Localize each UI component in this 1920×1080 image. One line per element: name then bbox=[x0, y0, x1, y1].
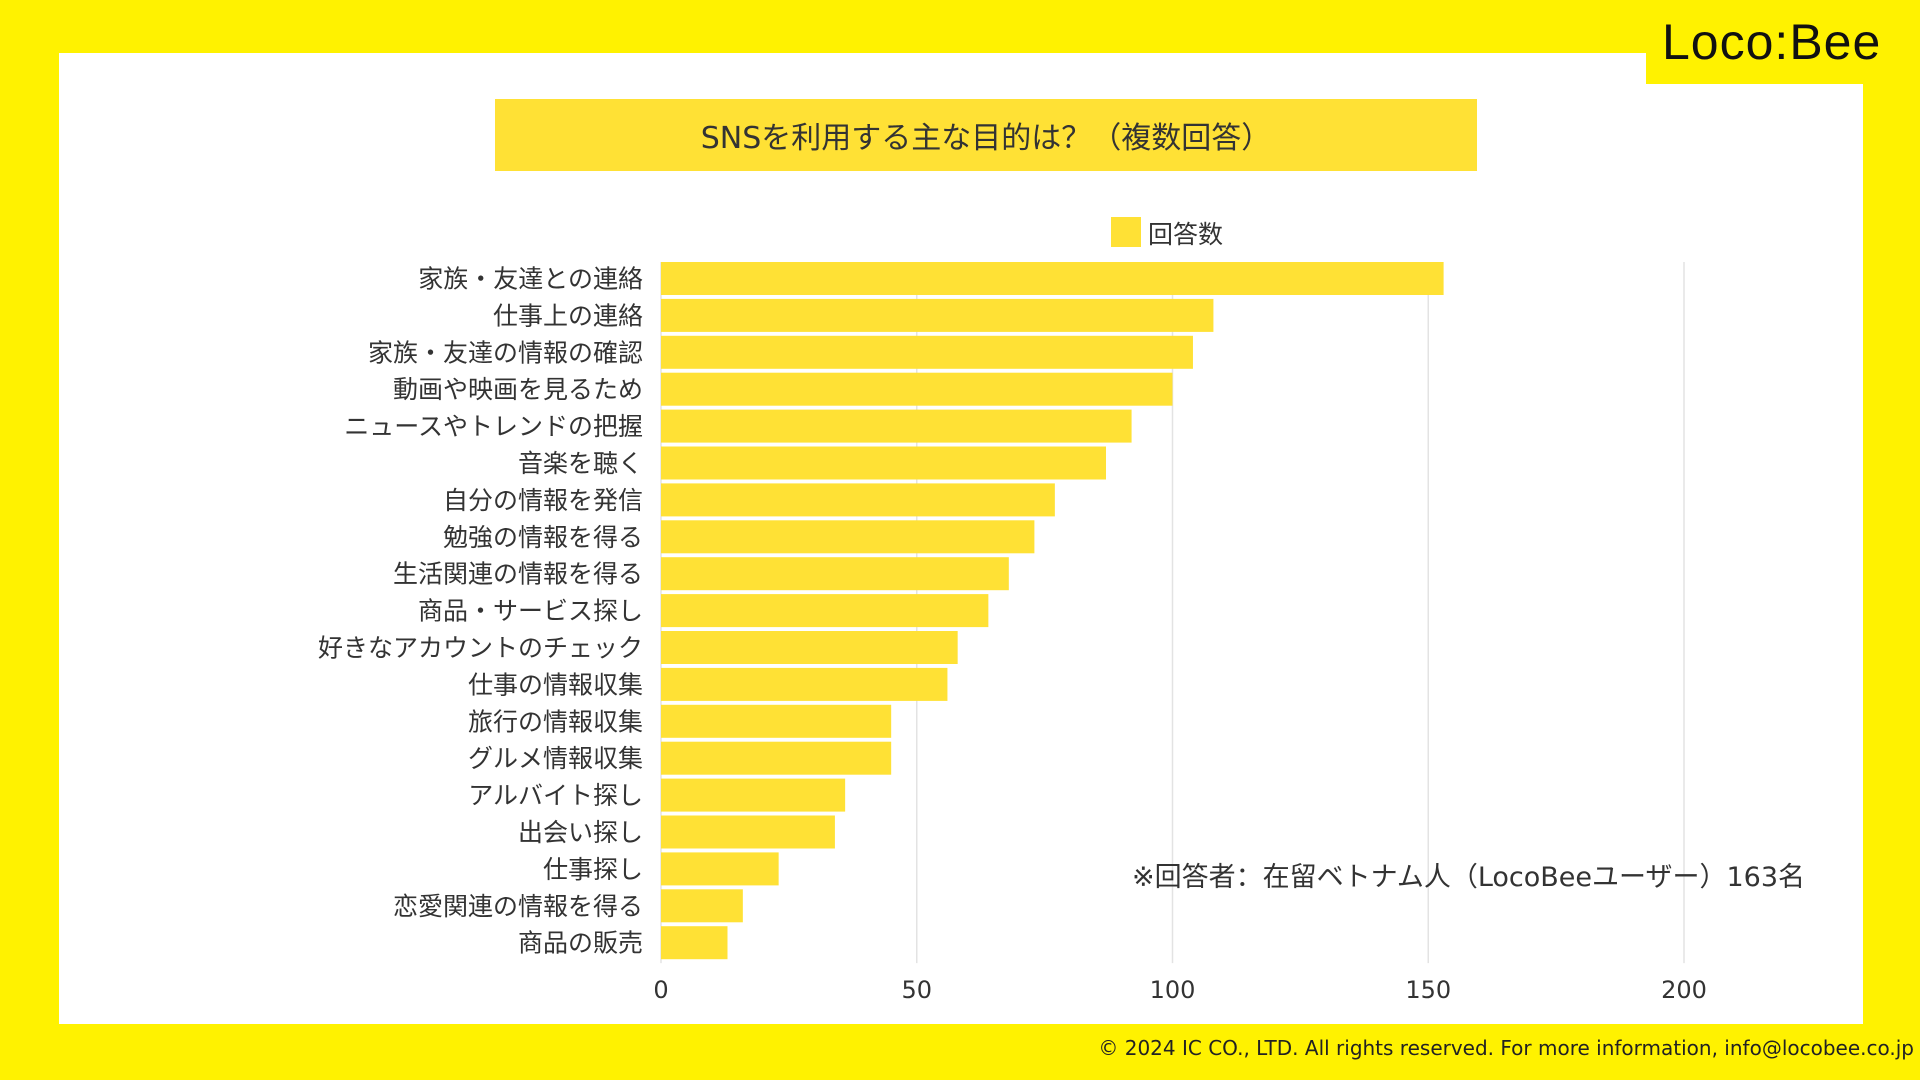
category-label: グルメ情報収集 bbox=[468, 744, 643, 773]
category-label: 家族・友達との連絡 bbox=[418, 265, 643, 294]
category-label: 出会い探し bbox=[518, 818, 643, 847]
locobee-logo: Loco:Bee bbox=[1662, 14, 1882, 70]
bar bbox=[661, 631, 958, 664]
category-label: 恋愛関連の情報を得る bbox=[393, 892, 643, 921]
bar bbox=[661, 335, 1193, 369]
x-tick-label: 0 bbox=[653, 976, 668, 1004]
bars bbox=[661, 262, 1444, 960]
bar bbox=[661, 372, 1173, 406]
category-labels: 家族・友達との連絡仕事上の連絡家族・友達の情報の確認動画や映画を見るためニュース… bbox=[318, 265, 643, 958]
x-tick-label: 200 bbox=[1661, 976, 1707, 1004]
category-label: ニュースやトレンドの把握 bbox=[344, 412, 643, 441]
bar bbox=[661, 704, 892, 738]
bar bbox=[661, 298, 1214, 332]
legend-label: 回答数 bbox=[1148, 220, 1223, 249]
category-label: 自分の情報を発信 bbox=[443, 486, 643, 515]
chart-title: SNSを利用する主な目的は？（複数回答） bbox=[700, 121, 1272, 156]
bar bbox=[661, 446, 1107, 480]
bar bbox=[661, 557, 1009, 591]
category-label: 仕事の情報収集 bbox=[468, 670, 643, 699]
bar bbox=[661, 667, 948, 701]
bar bbox=[661, 926, 728, 960]
category-label: 家族・友達の情報の確認 bbox=[368, 338, 643, 367]
legend: 回答数 bbox=[1111, 217, 1223, 249]
category-label: 音楽を聴く bbox=[518, 449, 643, 478]
category-label: 仕事探し bbox=[543, 855, 643, 884]
category-label: 好きなアカウントのチェック bbox=[318, 634, 643, 663]
bar bbox=[661, 520, 1035, 554]
category-label: 商品の販売 bbox=[518, 929, 643, 958]
bar bbox=[661, 483, 1055, 517]
bar bbox=[661, 409, 1132, 443]
copyright-footer: © 2024 IC CO., LTD. All rights reserved.… bbox=[1098, 1036, 1914, 1060]
category-label: 勉強の情報を得る bbox=[443, 523, 643, 552]
category-label: アルバイト探し bbox=[468, 781, 643, 810]
category-label: 仕事上の連絡 bbox=[493, 301, 643, 330]
legend-swatch bbox=[1111, 217, 1141, 247]
category-label: 動画や映画を見るため bbox=[393, 375, 643, 404]
respondent-note: ※回答者：在留ベトナム人（LocoBeeユーザー）163名 bbox=[1132, 862, 1806, 893]
bar bbox=[661, 594, 989, 628]
logo-tab bbox=[1646, 0, 1920, 84]
category-label: 旅行の情報収集 bbox=[468, 707, 643, 736]
bar bbox=[661, 815, 835, 849]
bar bbox=[661, 741, 892, 775]
bar bbox=[661, 262, 1444, 295]
bar bbox=[661, 889, 743, 923]
x-tick-label: 100 bbox=[1150, 976, 1196, 1004]
bar bbox=[661, 852, 779, 886]
category-label: 商品・サービス探し bbox=[418, 597, 643, 626]
x-tick-label: 50 bbox=[901, 976, 932, 1004]
x-tick-label: 150 bbox=[1405, 976, 1451, 1004]
category-label: 生活関連の情報を得る bbox=[393, 560, 643, 589]
x-tick-labels: 0 50 100 150 200 bbox=[653, 976, 1707, 1004]
bar bbox=[661, 778, 846, 812]
chart-title-box: SNSを利用する主な目的は？（複数回答） bbox=[495, 99, 1477, 171]
